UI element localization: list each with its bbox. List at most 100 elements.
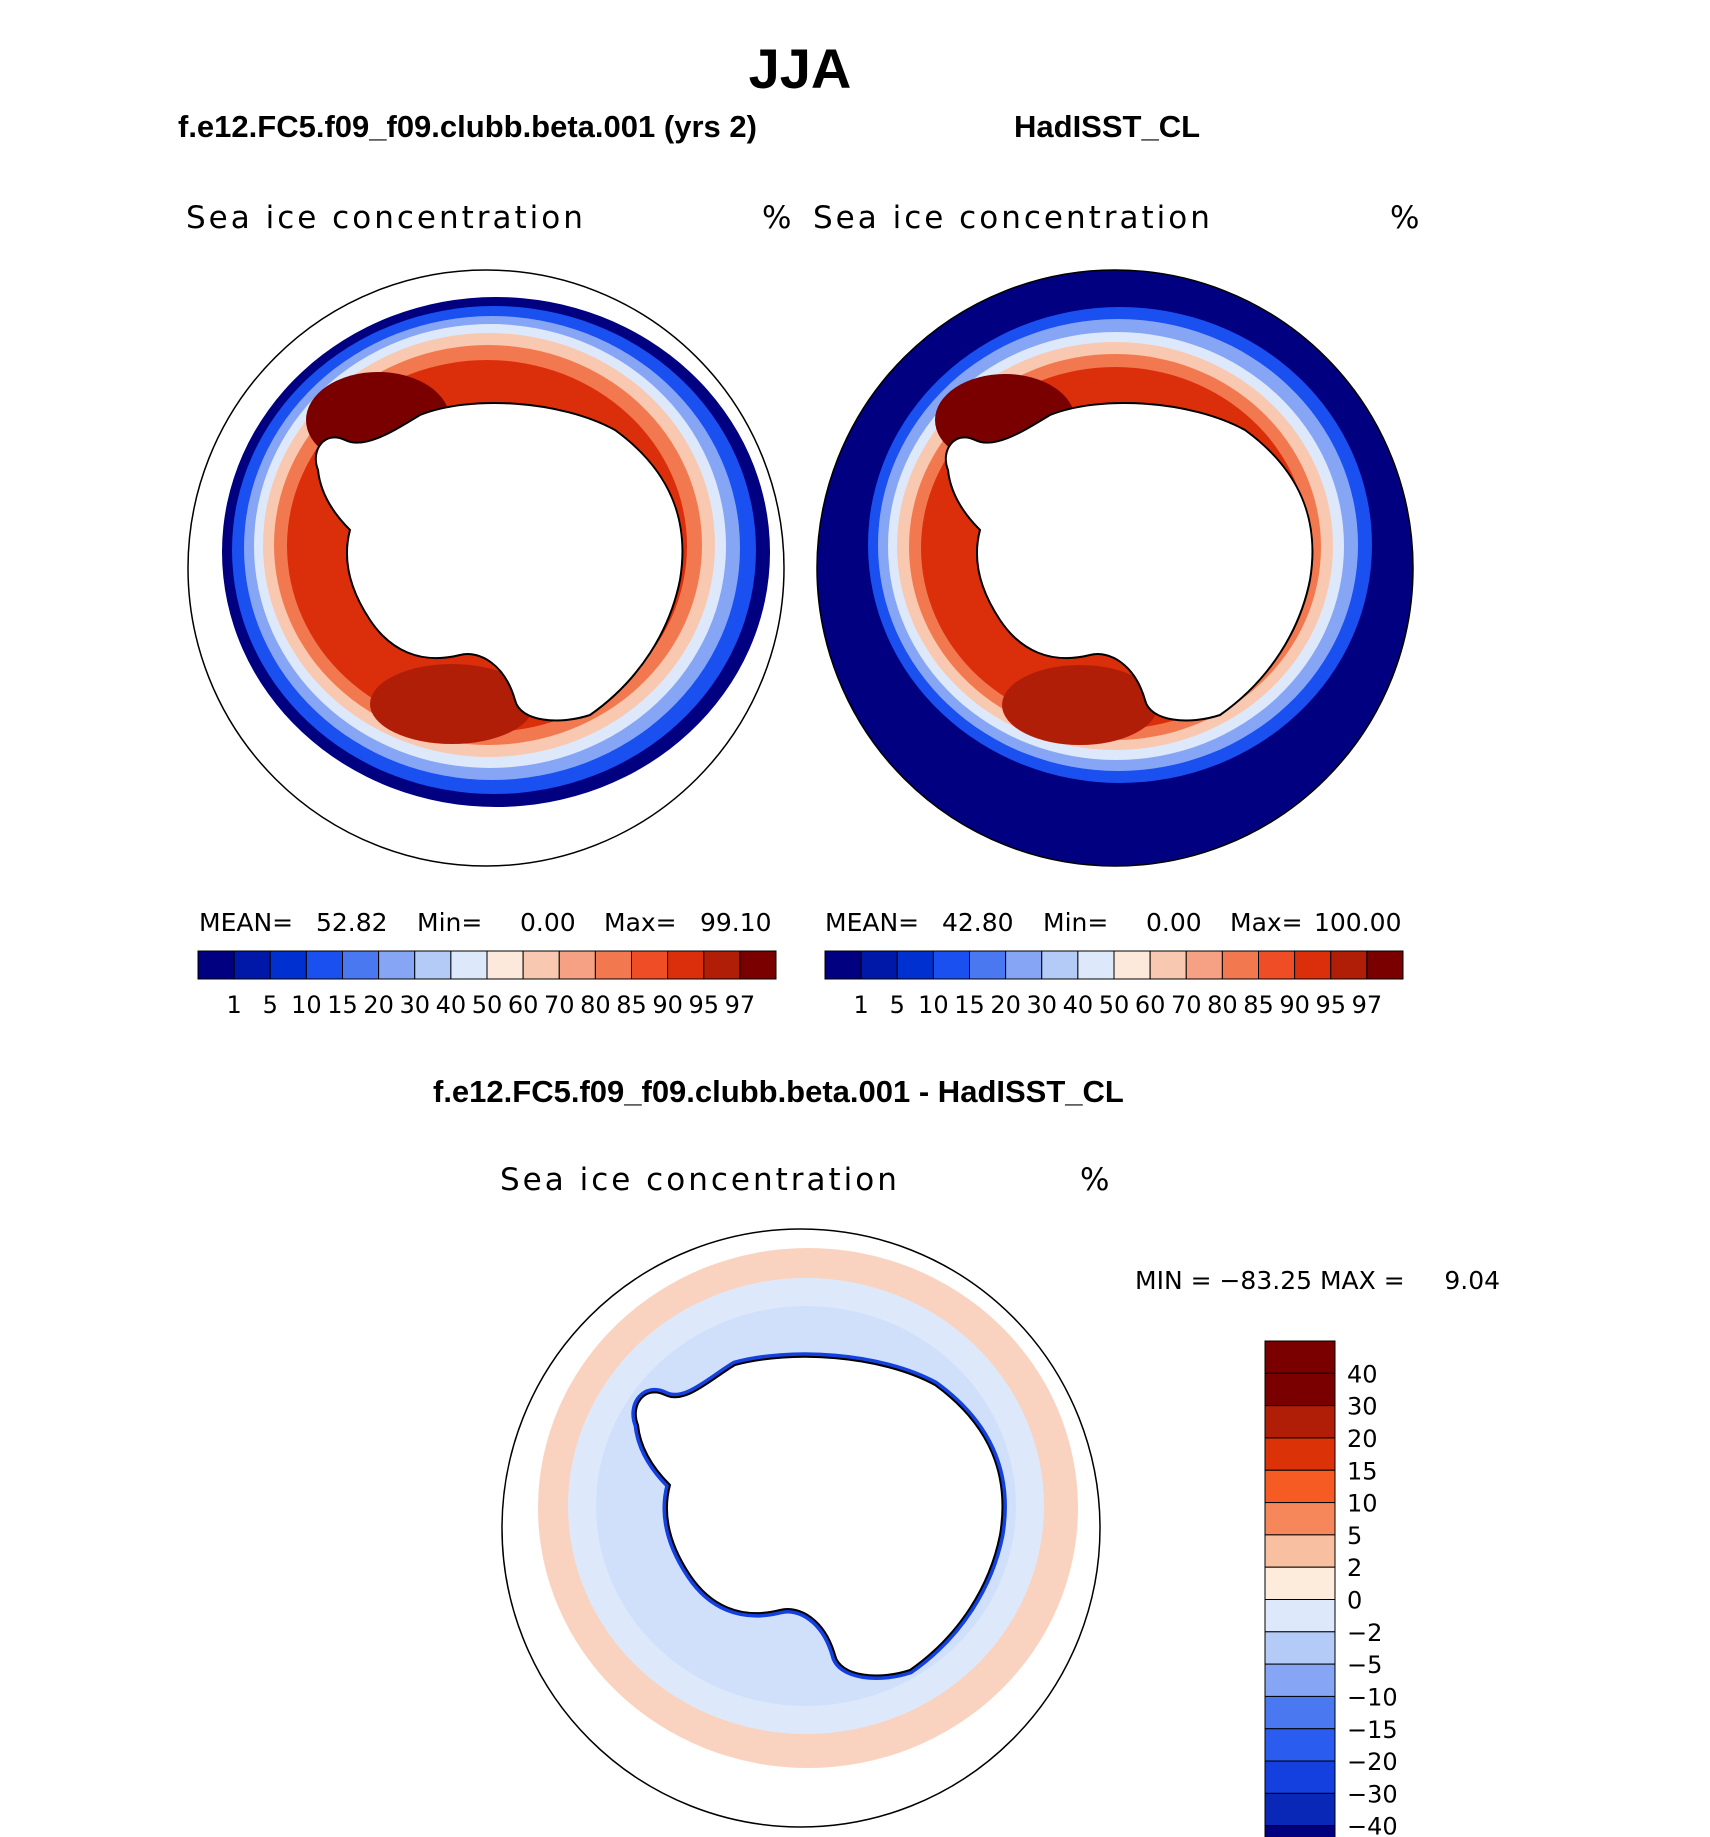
colorbar-diff-swatch-11 [1264, 1695, 1336, 1730]
panel-1-field-label: Sea ice concentration [186, 200, 586, 236]
colorbar-2-swatch-4 [969, 950, 1007, 980]
colorbar-diff-tick-label: 0 [1347, 1587, 1362, 1615]
panel-2-mean-value: 42.80 [942, 908, 1014, 937]
colorbar-1-tick-label: 50 [472, 991, 503, 1019]
panel-1-units: % [762, 200, 795, 236]
panel-2-min-value: 0.00 [1146, 908, 1202, 937]
panel-1-max-label: Max= [604, 908, 677, 937]
colorbar-1-tick-label: 95 [688, 991, 719, 1019]
panel-1-min-value: 0.00 [520, 908, 576, 937]
colorbar-panel-1: 1 5 10 15 20 30 40 50 60 70 80 85 90 95 97 [197, 950, 777, 1019]
colorbar-2-swatch-0 [824, 950, 862, 980]
colorbar-diff-swatch-13 [1264, 1760, 1336, 1794]
colorbar-diff-swatch-3 [1264, 1437, 1336, 1471]
colorbar-diff-swatch-6 [1264, 1534, 1336, 1568]
colorbar-2-swatch-6 [1041, 950, 1079, 980]
colorbar-2-tick-label: 40 [1063, 991, 1094, 1019]
colorbar-2-swatch-7 [1077, 950, 1115, 980]
panel-2-units: % [1390, 200, 1423, 236]
colorbar-2-tick-label: 20 [990, 991, 1021, 1019]
colorbar-diff-tick-label: −2 [1347, 1619, 1382, 1647]
colorbar-1-swatch-6 [414, 950, 452, 980]
colorbar-diff-swatch-14 [1264, 1792, 1336, 1827]
panel-1-mean-value: 52.82 [316, 908, 388, 937]
antarctica-land [634, 1355, 1004, 1677]
colorbar-diff-tick-label: 20 [1347, 1425, 1378, 1453]
colorbar-1-swatch-0 [197, 950, 235, 980]
colorbar-2-swatch-11 [1221, 950, 1259, 980]
panel-1-min-label: Min= [417, 908, 483, 937]
colorbar-2-swatch-2 [896, 950, 934, 980]
colorbar-1-swatch-5 [378, 950, 416, 980]
colorbar-2-swatch-8 [1113, 950, 1151, 980]
colorbar-2-swatch-5 [1005, 950, 1043, 980]
colorbar-2-tick-label: 97 [1352, 991, 1383, 1019]
colorbar-diff-tick-label: −40 [1347, 1813, 1398, 1837]
colorbar-1-swatch-15 [739, 950, 777, 980]
colorbar-1-tick-label: 90 [652, 991, 683, 1019]
panel-2-max-label: Max= [1230, 908, 1303, 937]
colorbar-1-tick-label: 97 [725, 991, 756, 1019]
map-model [222, 297, 770, 807]
colorbar-diff-swatch-12 [1264, 1728, 1336, 1762]
colorbar-diff-tick-label: 10 [1347, 1490, 1378, 1518]
colorbar-2-swatch-10 [1185, 950, 1223, 980]
colorbar-1-tick-label: 85 [616, 991, 647, 1019]
panel-2-max-value: 100.00 [1314, 908, 1402, 937]
colorbar-2-tick-label: 5 [890, 991, 905, 1019]
colorbar-1-tick-label: 40 [436, 991, 467, 1019]
colorbar-2-tick-label: 15 [954, 991, 985, 1019]
colorbar-1-swatch-10 [558, 950, 596, 980]
colorbar-diff-tick-label: −10 [1347, 1683, 1398, 1711]
colorbar-1-tick-label: 20 [363, 991, 394, 1019]
colorbar-1-tick-label: 30 [399, 991, 430, 1019]
colorbar-diff-swatch-4 [1264, 1469, 1336, 1504]
colorbar-1-tick-label: 80 [580, 991, 611, 1019]
colorbar-diff-swatch-0 [1264, 1340, 1336, 1374]
colorbar-1-tick-label: 1 [226, 991, 241, 1019]
colorbar-1-swatch-11 [594, 950, 632, 980]
panel-2-field-label: Sea ice concentration [813, 200, 1213, 236]
colorbar-1-tick-label: 60 [508, 991, 539, 1019]
colorbar-diff-swatch-8 [1264, 1599, 1336, 1633]
colorbar-2-swatch-9 [1149, 950, 1187, 980]
colorbar-diff-tick-label: −15 [1347, 1716, 1398, 1744]
colorbar-1-tick-label: 70 [544, 991, 575, 1019]
colorbar-2-tick-label: 85 [1243, 991, 1274, 1019]
map-obs [817, 270, 1413, 866]
colorbar-1-swatch-8 [486, 950, 524, 980]
antarctica-land [944, 402, 1314, 722]
colorbar-2-swatch-13 [1294, 950, 1332, 980]
colorbar-2-swatch-12 [1258, 950, 1296, 980]
colorbar-2-tick-label: 50 [1099, 991, 1130, 1019]
colorbar-2-tick-label: 90 [1279, 991, 1310, 1019]
panel-2-mean-label: MEAN= [825, 908, 920, 937]
colorbar-diff-swatch-5 [1264, 1502, 1336, 1536]
colorbar-diff-tick-label: 40 [1347, 1360, 1378, 1388]
ice-max-ross [370, 664, 534, 744]
colorbar-diff-swatch-2 [1264, 1405, 1336, 1439]
map-diff [538, 1248, 1078, 1768]
panel-1-max-value: 99.10 [700, 908, 772, 937]
colorbar-diff-swatch-7 [1264, 1566, 1336, 1600]
colorbar-1-tick-label: 5 [263, 991, 278, 1019]
colorbar-1-swatch-2 [269, 950, 307, 980]
ice-max-ross [1002, 665, 1158, 745]
colorbar-1-tick-label: 10 [291, 991, 322, 1019]
colorbar-2-tick-label: 1 [853, 991, 868, 1019]
colorbar-2-swatch-1 [860, 950, 898, 980]
colorbar-1-swatch-3 [305, 950, 343, 980]
figure-title: JJA [748, 37, 852, 100]
antarctica-land [314, 402, 684, 722]
diff-min-max: MIN = −83.25 MAX = 9.04 [1135, 1266, 1501, 1295]
colorbar-1-tick-label: 15 [327, 991, 358, 1019]
colorbar-2-tick-label: 70 [1171, 991, 1202, 1019]
panel-2-case-title: HadISST_CL [1014, 109, 1201, 144]
colorbar-diff-swatch-15 [1264, 1825, 1336, 1837]
diff-case-title: f.e12.FC5.f09_f09.clubb.beta.001 - HadIS… [433, 1074, 1124, 1109]
colorbar-diff-tick-label: −30 [1347, 1780, 1398, 1808]
diff-field-label: Sea ice concentration [500, 1162, 900, 1198]
colorbar-1-swatch-12 [631, 950, 669, 980]
colorbar-2-tick-label: 95 [1315, 991, 1346, 1019]
